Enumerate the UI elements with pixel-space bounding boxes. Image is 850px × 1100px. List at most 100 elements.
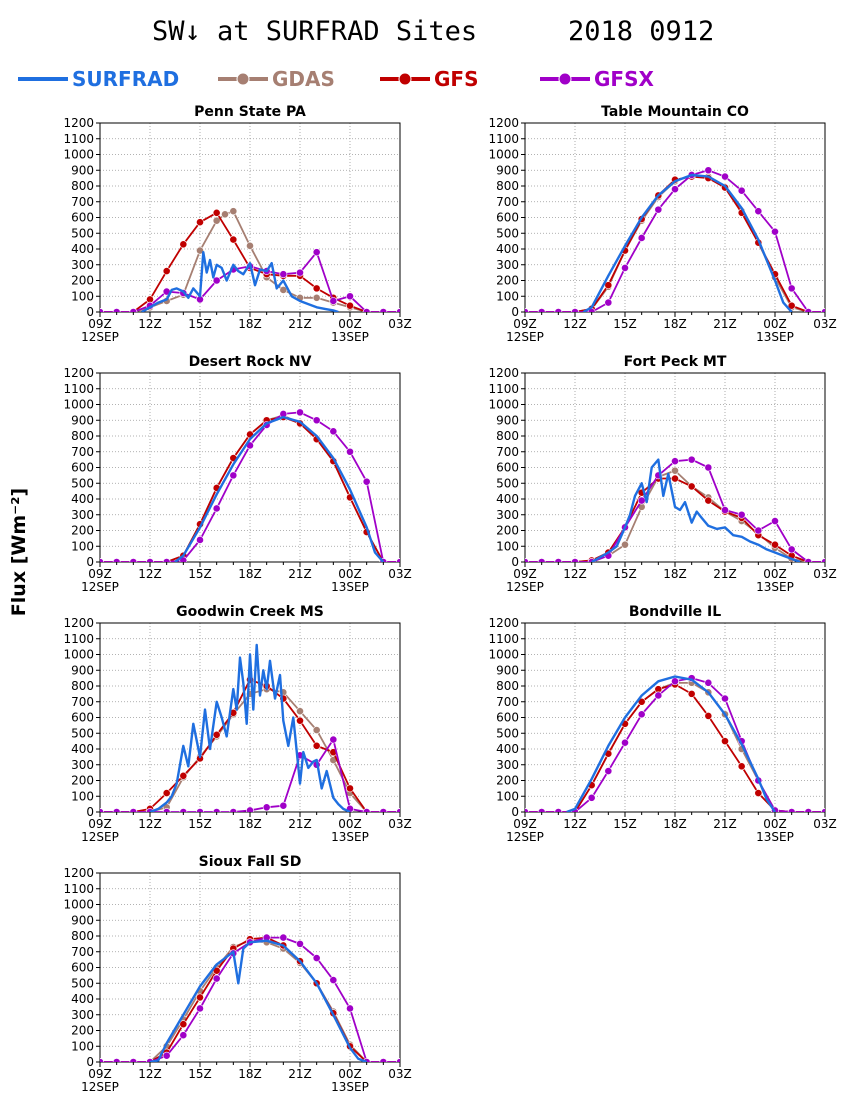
series-point-gfsx <box>721 172 729 181</box>
series-point-gfsx <box>346 292 354 301</box>
series-point-gfsx <box>525 808 529 812</box>
y-tick-label: 700 <box>496 195 519 209</box>
series-point-gfsx <box>621 263 629 272</box>
series-point-gfsx <box>821 808 825 812</box>
y-tick-label: 100 <box>496 289 519 303</box>
y-tick-label: 1200 <box>63 616 94 630</box>
series-point-gfsx <box>312 248 321 257</box>
series-point-gfsx <box>671 185 679 194</box>
series-point-gfsx <box>554 808 563 812</box>
x-tick-label: 18Z <box>238 1067 262 1081</box>
y-tick-label: 600 <box>496 711 519 725</box>
series-point-gfsx <box>229 471 238 480</box>
series-point-gdas <box>312 293 321 302</box>
x-date-label: 13SEP <box>756 580 794 594</box>
y-tick-label: 1200 <box>63 116 94 130</box>
y-tick-label: 1000 <box>63 648 94 662</box>
y-tick-label: 800 <box>71 429 94 443</box>
x-tick-label: 09Z <box>88 567 112 581</box>
series-point-gdas <box>279 286 288 294</box>
series-point-gfsx <box>396 558 400 562</box>
x-tick-label: 09Z <box>513 317 537 331</box>
y-tick-label: 400 <box>496 492 519 506</box>
y-tick-label: 300 <box>496 258 519 272</box>
series-line-surfrad <box>149 939 368 1062</box>
series-point-gfsx <box>637 234 646 242</box>
y-tick-label: 100 <box>71 1039 94 1053</box>
y-tick-label: 300 <box>71 508 94 522</box>
series-point-gfsx <box>212 504 221 513</box>
series-point-gfsx <box>687 455 696 464</box>
y-tick-label: 900 <box>496 663 519 677</box>
series-point-gfsx <box>346 447 354 456</box>
x-date-label: 12SEP <box>506 580 544 594</box>
panel-title: Table Mountain CO <box>601 104 749 120</box>
y-tick-label: 1100 <box>63 632 94 646</box>
series-line-surfrad <box>582 173 793 312</box>
series-point-gfsx <box>525 308 529 312</box>
series-point-gdas <box>246 241 254 250</box>
panel-4: 0100200300400500600700800900100011001200… <box>63 604 411 844</box>
x-tick-label: 21Z <box>288 567 312 581</box>
series-point-gfs <box>671 474 679 483</box>
series-point-gfsx <box>296 268 304 277</box>
x-tick-label: 00Z <box>338 317 362 331</box>
series-point-gfsx <box>737 186 746 195</box>
y-tick-label: 700 <box>71 695 94 709</box>
y-tick-label: 500 <box>71 976 94 990</box>
x-tick-label: 03Z <box>388 317 412 331</box>
series-point-gfsx <box>396 808 400 812</box>
x-tick-label: 18Z <box>663 817 687 831</box>
y-tick-label: 0 <box>86 305 94 319</box>
series-point-gfsx <box>804 308 813 312</box>
y-tick-label: 100 <box>496 539 519 553</box>
y-tick-label: 400 <box>496 742 519 756</box>
series-point-gfsx <box>112 558 121 562</box>
x-tick-label: 09Z <box>88 1067 112 1081</box>
y-tick-label: 800 <box>496 429 519 443</box>
series-point-gfsx <box>525 558 529 562</box>
x-tick-label: 18Z <box>238 817 262 831</box>
x-date-label: 13SEP <box>756 330 794 344</box>
panel-title: Goodwin Creek MS <box>176 604 324 620</box>
panel-6: 0100200300400500600700800900100011001200… <box>63 854 411 1094</box>
x-date-label: 12SEP <box>506 330 544 344</box>
y-tick-label: 200 <box>71 524 94 538</box>
series-point-gfs <box>687 482 696 491</box>
series-group <box>100 933 400 1062</box>
series-line-gdas <box>525 682 825 812</box>
series-point-gfsx <box>196 1004 204 1013</box>
series-group <box>100 408 400 562</box>
series-point-gfs <box>179 771 188 780</box>
x-tick-label: 18Z <box>663 317 687 331</box>
series-point-gfsx <box>129 558 138 562</box>
series-point-gfsx <box>804 808 813 812</box>
series-point-gfs <box>312 284 321 293</box>
series-group <box>100 643 400 812</box>
series-point-gfsx <box>754 207 763 216</box>
series-point-gfsx <box>571 558 579 562</box>
series-point-gfsx <box>704 166 713 175</box>
y-tick-label: 1000 <box>63 898 94 912</box>
series-point-gdas <box>296 707 304 716</box>
x-date-label: 12SEP <box>81 580 119 594</box>
x-date-label: 13SEP <box>331 330 369 344</box>
series-point-gfs <box>754 789 763 797</box>
y-tick-label: 400 <box>71 992 94 1006</box>
legend-label-gdas: GDAS <box>272 67 335 91</box>
x-date-label: 12SEP <box>81 1080 119 1094</box>
series-point-gfs <box>771 540 779 549</box>
x-tick-label: 18Z <box>238 567 262 581</box>
series-point-gfsx <box>362 808 371 812</box>
y-tick-label: 800 <box>496 679 519 693</box>
x-tick-label: 15Z <box>188 567 212 581</box>
series-point-gdas <box>221 210 229 219</box>
series-point-gfs <box>229 235 238 244</box>
x-tick-label: 12Z <box>138 317 162 331</box>
series-point-gfsx <box>212 808 221 812</box>
series-point-gdas <box>229 207 238 216</box>
y-tick-label: 1100 <box>63 132 94 146</box>
series-point-gfs <box>196 218 204 227</box>
series-point-gfsx <box>704 463 713 472</box>
y-tick-label: 0 <box>511 805 519 819</box>
